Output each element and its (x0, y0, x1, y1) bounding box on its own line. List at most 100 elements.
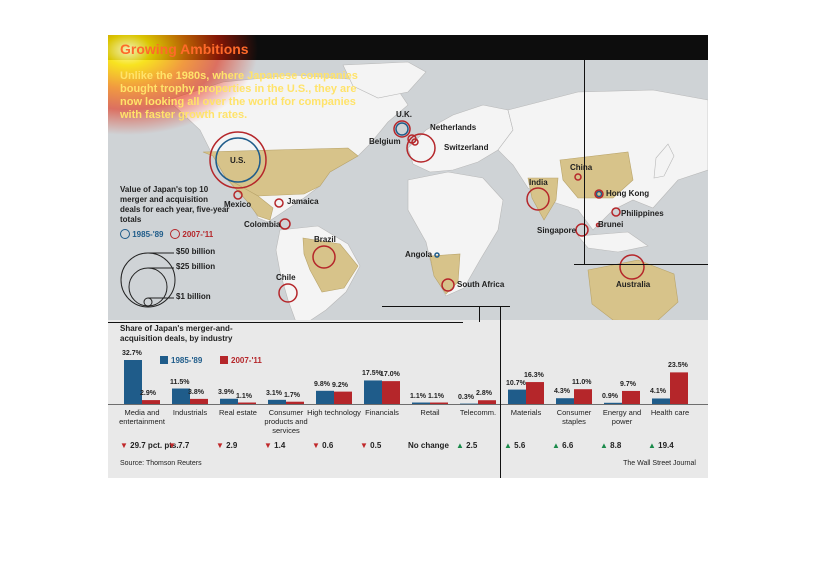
world-map (108, 60, 708, 320)
change-label-9: ▲ 6.6 (552, 441, 573, 450)
circle-brazil (312, 245, 336, 269)
bar-value-label-2007-9: 11.0% (572, 379, 592, 387)
bar-1985-9 (556, 398, 574, 404)
bar-chart (108, 360, 708, 405)
down-arrow-icon: ▼ (312, 441, 323, 450)
circle-hong-kong-1985 (595, 190, 603, 198)
page-title: Growing Ambitions (120, 41, 249, 57)
subtitle: Unlike the 1980s, where Japanese compani… (120, 70, 358, 121)
legend-scale-circles (120, 252, 176, 308)
overlay-line-4 (500, 306, 501, 478)
infographic: Growing Ambitions Unlike the 1980s, wher… (108, 35, 708, 478)
up-arrow-icon: ▲ (456, 441, 467, 450)
change-label-3: ▼ 1.4 (264, 441, 285, 450)
circle-uk-2007 (393, 120, 411, 138)
map-label-netherlands: Netherlands (430, 123, 477, 132)
change-value-2: 2.9 (226, 441, 238, 450)
bar-value-label-2007-4: 9.2% (332, 381, 348, 389)
publisher-credit: The Wall Street Journal (623, 460, 696, 467)
bar-1985-10 (604, 402, 622, 404)
category-label-7: Telecomm. (459, 408, 497, 417)
bar-value-label-1985-1: 11.5% (170, 378, 190, 386)
map-legend-title: Value of Japan's top 10 merger and acqui… (120, 185, 230, 224)
bar-value-label-2007-2: 1.1% (236, 392, 252, 400)
land-southern-africa-highlight (429, 253, 461, 295)
map-label-south-africa: South Africa (457, 280, 505, 289)
period-2-swatch (170, 229, 181, 239)
circle-hong-kong-2007 (594, 189, 604, 199)
circle-mexico (233, 190, 243, 200)
map-label-colombia: Colombia (244, 220, 281, 229)
category-label-11: Health care (650, 408, 690, 417)
chart-legend-2007-label: 2007-'11 (231, 356, 262, 365)
overlay-line-1 (108, 322, 463, 323)
change-value-7: 2.5 (466, 441, 478, 450)
chart-legend-1985: 1985-'89 (160, 356, 202, 365)
down-arrow-icon: ▼ (120, 441, 131, 450)
bar-2007-7 (478, 400, 496, 404)
category-label-1: Industrials (172, 408, 208, 417)
change-label-2: ▼ 2.9 (216, 441, 237, 450)
category-label-3: Consumer products and services (264, 408, 308, 435)
land-japan (653, 143, 675, 179)
down-arrow-icon: ▼ (360, 441, 371, 450)
bar-1985-11 (652, 398, 670, 404)
overlay-line-2 (382, 306, 510, 307)
down-arrow-icon: ▼ (264, 441, 275, 450)
circle-jamaica (274, 198, 284, 208)
map-label-uk: U.K. (396, 110, 412, 119)
map-label-belgium: Belgium (369, 137, 401, 146)
bar-1985-7 (460, 403, 478, 405)
up-arrow-icon: ▲ (504, 441, 515, 450)
change-value-10: 8.8 (610, 441, 622, 450)
period-2-label: 2007-'11 (182, 230, 214, 239)
chart-legend-2007-swatch (220, 356, 228, 364)
bar-1985-5 (364, 380, 382, 404)
change-label-1: ▼ 7.7 (168, 441, 189, 450)
bar-1985-3 (268, 399, 286, 404)
map-label-us: U.S. (230, 156, 246, 165)
change-value-4: 0.6 (322, 441, 334, 450)
map-label-mexico: Mexico (224, 200, 252, 209)
bar-value-label-2007-7: 2.8% (476, 390, 492, 398)
change-value-11: 19.4 (658, 441, 674, 450)
bar-value-label-2007-11: 23.5% (668, 362, 688, 370)
circle-uk-1985 (395, 122, 409, 136)
bar-value-label-2007-0: 2.9% (140, 390, 156, 398)
change-label-11: ▲ 19.4 (648, 441, 674, 450)
up-arrow-icon: ▲ (600, 441, 611, 450)
bar-1985-4 (316, 390, 334, 404)
bar-2007-5 (382, 381, 400, 404)
category-label-10: Energy and power (602, 408, 642, 426)
overlay-line-3 (479, 306, 480, 322)
map-label-hong-kong: Hong Kong (606, 189, 650, 198)
bar-2007-6 (430, 402, 448, 404)
bar-2007-11 (670, 372, 688, 404)
bar-2007-4 (334, 391, 352, 404)
scale-label-50: $50 billion (176, 247, 216, 256)
bar-2007-9 (574, 389, 592, 404)
bar-2007-8 (526, 382, 544, 404)
map-label-brunei: Brunei (598, 220, 624, 229)
bar-value-label-1985-4: 9.8% (314, 380, 330, 388)
chart-legend-1985-swatch (160, 356, 168, 364)
map-label-brazil: Brazil (314, 235, 336, 244)
change-value-5: 0.5 (370, 441, 382, 450)
bar-2007-10 (622, 390, 640, 404)
map-label-angola: Angola (405, 250, 433, 259)
map-label-jamaica: Jamaica (287, 197, 319, 206)
circle-china (574, 173, 582, 181)
bar-1985-2 (220, 398, 238, 404)
circle-south-africa (441, 278, 455, 292)
bar-value-label-1985-2: 3.9% (218, 388, 234, 396)
circle-brunei (595, 222, 601, 228)
scale-label-1: $1 billion (176, 292, 211, 301)
change-value-1: 7.7 (178, 441, 190, 450)
map-label-australia: Australia (616, 280, 651, 289)
circle-philippines (611, 207, 621, 217)
category-label-8: Materials (510, 408, 542, 417)
bar-1985-0 (124, 360, 142, 404)
bar-value-label-2007-10: 9.7% (620, 380, 636, 388)
bar-value-label-2007-6: 1.1% (428, 392, 444, 400)
bar-value-label-1985-5: 17.5% (362, 370, 382, 378)
